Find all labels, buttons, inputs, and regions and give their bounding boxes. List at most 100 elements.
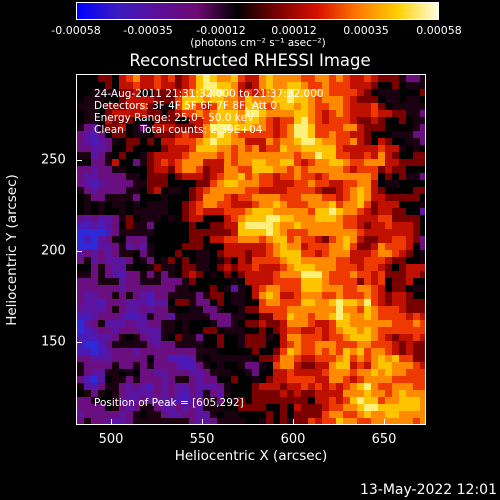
heatmap-pixel: [112, 215, 120, 223]
heatmap-pixel: [161, 103, 169, 111]
heatmap-pixel: [322, 292, 330, 300]
heatmap-pixel: [406, 285, 414, 293]
heatmap-pixel: [147, 334, 155, 342]
heatmap-pixel: [245, 292, 253, 300]
heatmap-pixel: [175, 369, 183, 377]
heatmap-pixel: [280, 236, 288, 244]
heatmap-pixel: [238, 341, 246, 349]
heatmap-pixel: [119, 131, 127, 139]
heatmap-pixel: [119, 404, 127, 412]
heatmap-pixel: [98, 320, 106, 328]
heatmap-pixel: [161, 376, 169, 384]
heatmap-pixel: [133, 362, 141, 370]
heatmap-pixel: [168, 369, 176, 377]
heatmap-pixel: [189, 390, 197, 398]
heatmap-pixel: [175, 348, 183, 356]
heatmap-pixel: [266, 313, 274, 321]
heatmap-pixel: [231, 194, 239, 202]
heatmap-pixel: [140, 355, 148, 363]
heatmap-pixel: [84, 138, 92, 146]
heatmap-pixel: [392, 411, 400, 419]
heatmap-pixel: [371, 397, 379, 405]
heatmap-pixel: [161, 82, 169, 90]
heatmap-pixel: [203, 110, 211, 118]
heatmap-pixel: [91, 320, 99, 328]
heatmap-pixel: [357, 285, 365, 293]
heatmap-pixel: [343, 362, 351, 370]
heatmap-pixel: [77, 103, 85, 111]
heatmap-pixel: [91, 124, 99, 132]
heatmap-pixel: [224, 271, 232, 279]
heatmap-pixel: [385, 194, 393, 202]
heatmap-pixel: [392, 334, 400, 342]
heatmap-pixel: [301, 180, 309, 188]
heatmap-pixel: [91, 208, 99, 216]
heatmap-pixel: [245, 201, 253, 209]
heatmap-pixel: [413, 362, 421, 370]
heatmap-pixel: [399, 110, 407, 118]
heatmap-pixel: [301, 306, 309, 314]
heatmap-pixel: [322, 215, 330, 223]
heatmap-pixel: [91, 299, 99, 307]
heatmap-pixel: [287, 208, 295, 216]
heatmap-pixel: [245, 180, 253, 188]
heatmap-pixel: [420, 313, 425, 321]
heatmap-pixel: [231, 103, 239, 111]
heatmap-pixel: [189, 362, 197, 370]
heatmap-pixel: [294, 152, 302, 160]
heatmap-pixel: [343, 397, 351, 405]
heatmap-pixel: [112, 201, 120, 209]
heatmap-pixel: [98, 159, 106, 167]
heatmap-pixel: [231, 117, 239, 125]
heatmap-pixel: [133, 89, 141, 97]
heatmap-pixel: [252, 96, 260, 104]
heatmap-pixel: [175, 103, 183, 111]
heatmap-pixel: [336, 75, 344, 83]
heatmap-pixel: [378, 89, 386, 97]
heatmap-pixel: [175, 89, 183, 97]
heatmap-pixel: [280, 131, 288, 139]
heatmap-pixel: [350, 110, 358, 118]
heatmap-pixel: [77, 383, 85, 391]
heatmap-pixel: [357, 334, 365, 342]
heatmap-pixel: [273, 334, 281, 342]
heatmap-pixel: [357, 250, 365, 258]
heatmap-pixel: [196, 110, 204, 118]
heatmap-pixel: [112, 411, 120, 419]
heatmap-pixel: [350, 124, 358, 132]
heatmap-pixel: [280, 159, 288, 167]
heatmap-pixel: [238, 397, 246, 405]
heatmap-pixel: [364, 418, 372, 424]
heatmap-pixel: [231, 334, 239, 342]
heatmap-pixel: [308, 390, 316, 398]
heatmap-pixel: [245, 264, 253, 272]
heatmap-pixel: [315, 96, 323, 104]
heatmap-pixel: [210, 369, 218, 377]
heatmap-pixel: [203, 201, 211, 209]
heatmap-pixel: [77, 306, 85, 314]
heatmap-pixel: [147, 320, 155, 328]
heatmap-pixel: [406, 138, 414, 146]
heatmap-pixel: [322, 159, 330, 167]
heatmap-pixel: [266, 278, 274, 286]
heatmap-pixel: [175, 131, 183, 139]
heatmap-pixel: [392, 159, 400, 167]
heatmap-pixel: [399, 124, 407, 132]
heatmap-pixel: [378, 180, 386, 188]
heatmap-pixel: [161, 96, 169, 104]
heatmap-pixel: [168, 117, 176, 125]
heatmap-pixel: [378, 75, 386, 83]
heatmap-pixel: [154, 89, 162, 97]
heatmap-pixel: [301, 159, 309, 167]
heatmap-pixel: [294, 187, 302, 195]
heatmap-pixel: [406, 306, 414, 314]
heatmap-pixel: [147, 369, 155, 377]
heatmap-pixel: [371, 264, 379, 272]
heatmap-pixel: [147, 138, 155, 146]
heatmap-pixel: [161, 404, 169, 412]
heatmap-pixel: [273, 306, 281, 314]
heatmap-pixel: [189, 334, 197, 342]
heatmap-pixel: [406, 292, 414, 300]
heatmap-pixel: [224, 369, 232, 377]
heatmap-pixel: [350, 355, 358, 363]
